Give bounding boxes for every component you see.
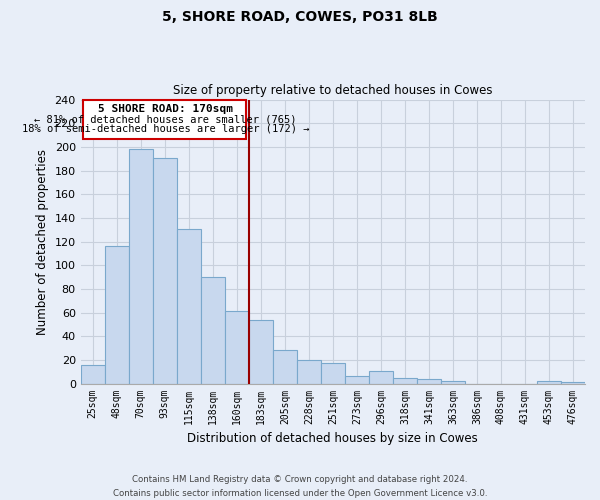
Bar bbox=[225, 312, 249, 384]
Title: Size of property relative to detached houses in Cowes: Size of property relative to detached ho… bbox=[173, 84, 493, 97]
Bar bbox=[129, 150, 153, 384]
Bar bbox=[249, 320, 273, 384]
Text: 5, SHORE ROAD, COWES, PO31 8LB: 5, SHORE ROAD, COWES, PO31 8LB bbox=[162, 10, 438, 24]
Bar bbox=[153, 158, 177, 384]
Y-axis label: Number of detached properties: Number of detached properties bbox=[36, 148, 49, 334]
FancyBboxPatch shape bbox=[83, 100, 247, 138]
Text: 5 SHORE ROAD: 170sqm: 5 SHORE ROAD: 170sqm bbox=[98, 104, 233, 115]
Bar bbox=[105, 246, 129, 384]
Bar bbox=[177, 228, 201, 384]
Bar bbox=[393, 378, 417, 384]
X-axis label: Distribution of detached houses by size in Cowes: Distribution of detached houses by size … bbox=[187, 432, 478, 445]
Bar bbox=[345, 376, 369, 384]
Bar bbox=[441, 381, 465, 384]
Text: ← 81% of detached houses are smaller (765): ← 81% of detached houses are smaller (76… bbox=[34, 115, 296, 125]
Bar bbox=[201, 277, 225, 384]
Text: Contains HM Land Registry data © Crown copyright and database right 2024.
Contai: Contains HM Land Registry data © Crown c… bbox=[113, 476, 487, 498]
Bar bbox=[80, 364, 105, 384]
Bar bbox=[369, 370, 393, 384]
Bar bbox=[537, 381, 561, 384]
Bar bbox=[297, 360, 321, 384]
Bar bbox=[273, 350, 297, 384]
Bar bbox=[417, 379, 441, 384]
Bar bbox=[321, 364, 345, 384]
Text: 18% of semi-detached houses are larger (172) →: 18% of semi-detached houses are larger (… bbox=[22, 124, 309, 134]
Bar bbox=[561, 382, 585, 384]
